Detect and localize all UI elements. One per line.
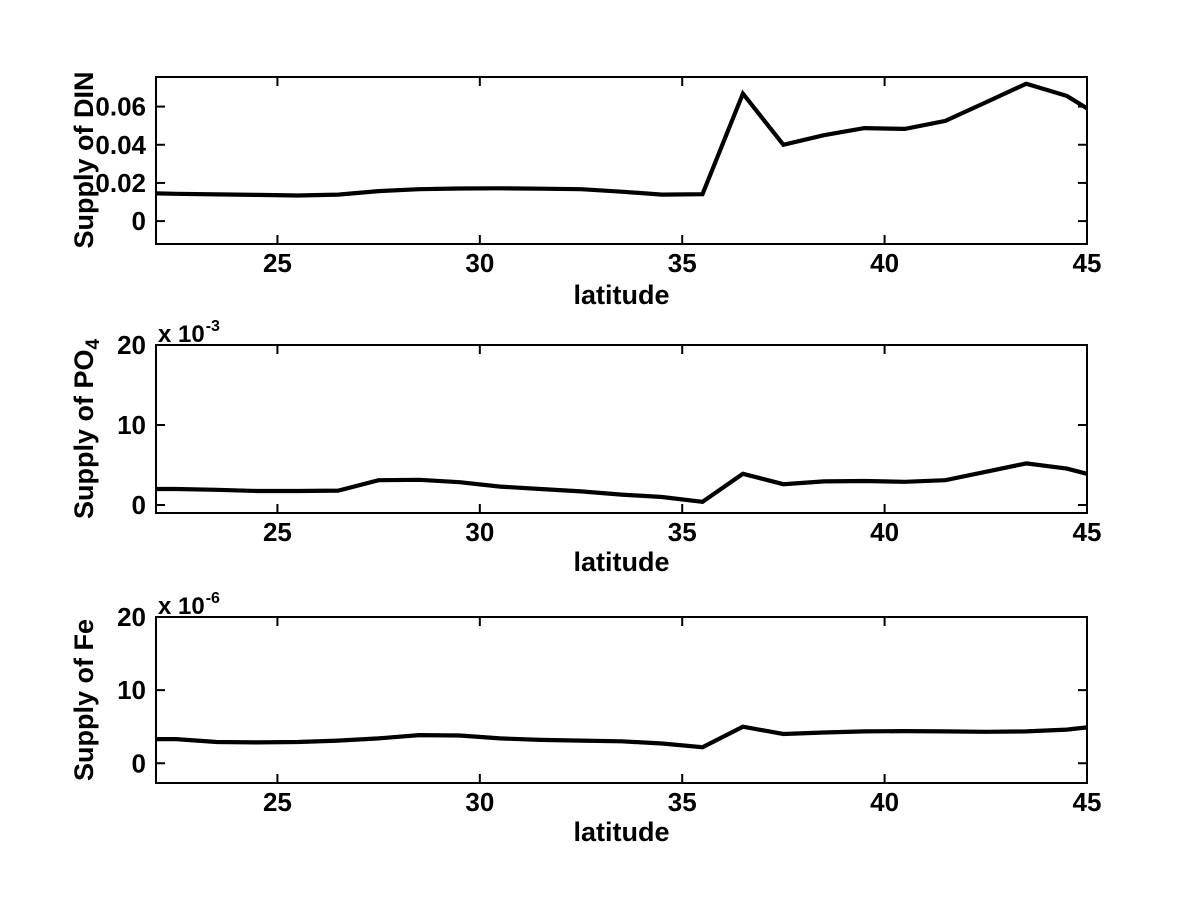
x-tick-label: 25: [263, 787, 292, 817]
scale-multiplier-fe-base: x 10: [158, 593, 205, 620]
y-axis-label-fe-text: Supply of Fe: [69, 619, 99, 781]
x-tick-label: 30: [465, 517, 494, 547]
axes-box-fe: [155, 616, 1088, 784]
scale-multiplier-po4-base: x 10: [158, 321, 205, 348]
x-tick-label: 35: [668, 517, 697, 547]
y-tick-label: 10: [117, 675, 146, 705]
subplot-fe: 25 30 35 40 45 0 10 20: [117, 602, 1101, 817]
y-tick-label: 0.06: [95, 92, 146, 122]
y-axis-label-fe: Supply of Fe: [68, 520, 100, 880]
scale-multiplier-fe: x 10-6: [158, 589, 220, 620]
y-axis-label-din-text: Supply of DIN: [69, 71, 99, 249]
x-tick-label: 40: [870, 248, 899, 278]
x-axis-label-po4: latitude: [573, 547, 670, 577]
y-axis-label-po4-text: Supply of PO: [69, 349, 99, 520]
x-tick-label: 40: [870, 787, 899, 817]
x-tick-label: 45: [1073, 248, 1102, 278]
x-tick-label: 30: [465, 248, 494, 278]
x-tick-label: 35: [668, 248, 697, 278]
x-axis-label-din: latitude: [573, 280, 670, 310]
y-tick-label: 0: [132, 748, 146, 778]
y-tick-label: 10: [117, 410, 146, 440]
y-axis-label-po4-subscript: 4: [83, 338, 104, 350]
scale-multiplier-fe-exponent: -6: [205, 590, 220, 607]
x-tick-label: 25: [263, 517, 292, 547]
scale-multiplier-po4-exponent: -3: [205, 318, 220, 335]
x-tick-label: 45: [1073, 517, 1102, 547]
data-line-po4: [156, 461, 1088, 504]
subplot-po4: 25 30 35 40 45 0 10 20: [117, 330, 1101, 547]
y-tick-label: 20: [117, 602, 146, 632]
x-tick-label: 30: [465, 787, 494, 817]
y-tick-label: 0: [132, 490, 146, 520]
x-tick-label: 45: [1073, 787, 1102, 817]
y-tick-label: 0.02: [95, 168, 146, 198]
y-tick-label: 0: [132, 206, 146, 236]
x-tick-label: 40: [870, 517, 899, 547]
y-tick-label: 20: [117, 330, 146, 360]
scale-multiplier-po4: x 10-3: [158, 317, 220, 348]
axes-box-po4: [155, 344, 1088, 514]
x-tick-label: 35: [668, 787, 697, 817]
subplot-din: 25 30 35 40 45 0 0.02 0.04 0.06: [95, 76, 1102, 278]
x-axis-label-fe: latitude: [573, 817, 670, 847]
y-tick-label: 0.04: [95, 130, 146, 160]
x-tick-label: 25: [263, 248, 292, 278]
axes-box-din: [155, 76, 1088, 245]
data-line-din: [155, 81, 1089, 198]
data-line-fe: [156, 724, 1088, 750]
